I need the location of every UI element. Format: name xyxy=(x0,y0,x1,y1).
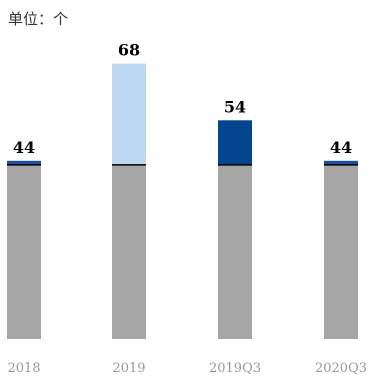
data-label-2: 68 xyxy=(118,41,140,60)
x-tick-label-1: 2018 xyxy=(7,361,40,376)
bar-increment-4 xyxy=(324,160,358,165)
bar-increment-1 xyxy=(7,160,41,165)
data-label-1: 44 xyxy=(13,138,35,157)
data-label-4: 44 xyxy=(330,138,352,157)
x-tick-label-2: 2019 xyxy=(112,361,145,376)
bar-base-4 xyxy=(324,164,358,339)
bar-base-1 xyxy=(7,164,41,339)
bar-base-2 xyxy=(112,164,146,339)
bar-increment-2 xyxy=(112,63,146,165)
data-label-3: 54 xyxy=(224,97,246,116)
bar-base-3 xyxy=(218,164,252,339)
x-tick-label-3: 2019Q3 xyxy=(209,361,261,376)
bar-increment-3 xyxy=(218,120,252,165)
unit-label: 单位：个 xyxy=(8,10,69,28)
x-tick-label-4: 2020Q3 xyxy=(315,361,367,376)
